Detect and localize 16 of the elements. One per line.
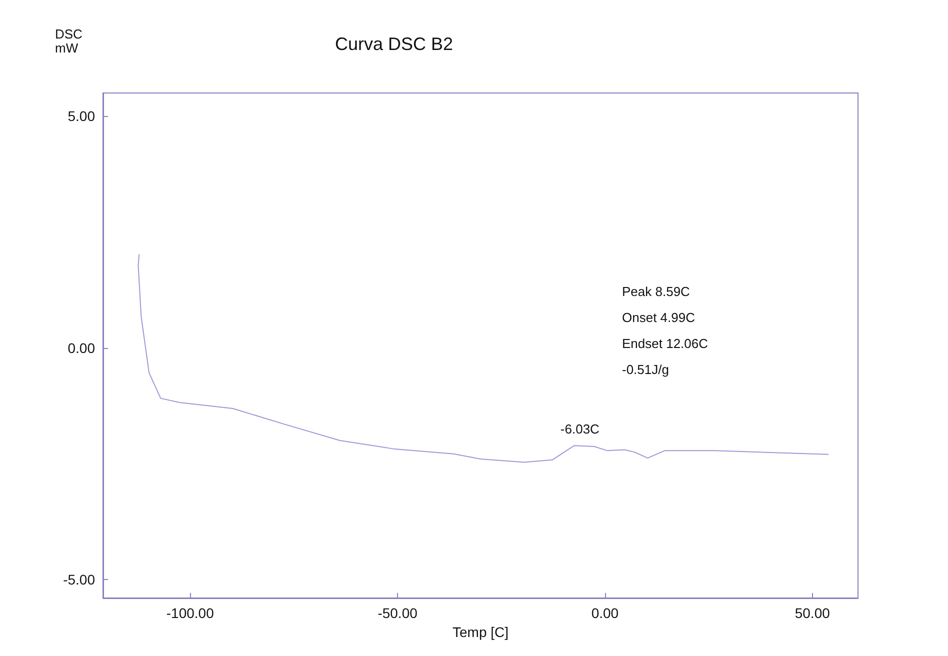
y-tick-label: -5.00 <box>63 571 96 588</box>
annotation: -6.03C <box>560 422 600 437</box>
line-series <box>138 254 830 463</box>
x-tick-label: -50.00 <box>378 605 418 621</box>
chart-title: Curva DSC B2 <box>335 34 454 54</box>
annotation: Endset 12.06C <box>622 336 708 351</box>
y-tick-label: 5.00 <box>68 108 96 124</box>
x-tick-label: 50.00 <box>794 605 830 621</box>
x-axis-title: Temp [C] <box>452 624 509 640</box>
annotation: Peak 8.59C <box>622 284 690 299</box>
x-tick-label: 0.00 <box>591 605 619 621</box>
annotation: Onset 4.99C <box>622 310 695 325</box>
x-tick-label: -100.00 <box>166 605 214 621</box>
y-axis-title: DSC mW <box>55 26 82 56</box>
annotation: -0.51J/g <box>622 362 669 377</box>
y-tick-label: 0.00 <box>68 340 96 356</box>
